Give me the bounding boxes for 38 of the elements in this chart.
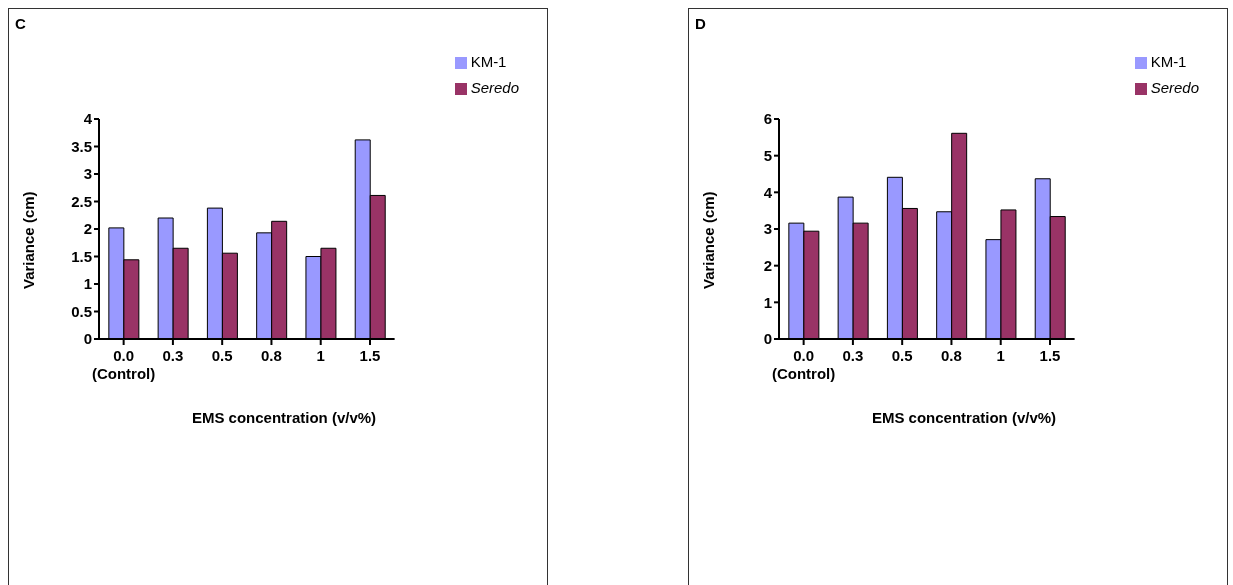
y-tick-label: 3.5 <box>71 137 92 155</box>
x-tick-label: 0.3 <box>842 347 864 364</box>
y-tick-label: 3 <box>83 165 92 183</box>
x-tick-label: 0.8 <box>941 347 962 364</box>
y-tick-label: 0.5 <box>71 302 92 320</box>
chart-title: D <box>695 15 706 32</box>
legend-label: KM-1 <box>470 53 507 70</box>
y-tick-label: 6 <box>763 110 772 128</box>
x-tick-label: 0.0 (Control) <box>91 347 156 382</box>
legend-label: KM-1 <box>1150 53 1187 70</box>
y-axis-title: Variance (cm) <box>700 191 718 289</box>
x-tick-label: 0.8 <box>261 347 282 364</box>
x-tick-label: 1.5 <box>359 347 381 364</box>
x-tick-label: 0.3 <box>162 347 184 364</box>
y-tick-label: 4 <box>763 183 773 201</box>
y-tick-label: 1 <box>83 275 92 293</box>
y-tick-label: 4 <box>83 110 93 128</box>
y-tick-label: 2 <box>763 256 772 274</box>
y-tick-label: 0 <box>83 330 92 348</box>
y-tick-label: 3 <box>763 220 772 238</box>
y-tick-label: 2 <box>83 220 92 238</box>
y-tick-label: 5 <box>763 146 772 164</box>
y-axis-title: Variance (cm) <box>20 191 38 289</box>
y-tick-label: 2.5 <box>71 192 92 210</box>
x-tick-label: 0.5 <box>891 347 913 364</box>
y-tick-label: 0 <box>763 330 772 348</box>
chart-title: C <box>15 15 26 32</box>
x-axis-title: EMS concentration (v/v%) <box>870 409 1058 426</box>
x-tick-label: 0.5 <box>211 347 233 364</box>
y-tick-label: 1 <box>763 293 772 311</box>
legend-label: Seredo <box>1150 79 1199 96</box>
x-tick-label: 0.0 (Control) <box>771 347 836 382</box>
x-tick-label: 1 <box>996 347 1005 364</box>
legend-label: Seredo <box>470 79 519 96</box>
x-tick-label: 1.5 <box>1039 347 1061 364</box>
x-tick-label: 1 <box>316 347 325 364</box>
x-axis-title: EMS concentration (v/v%) <box>190 409 378 426</box>
y-tick-label: 1.5 <box>71 247 92 265</box>
